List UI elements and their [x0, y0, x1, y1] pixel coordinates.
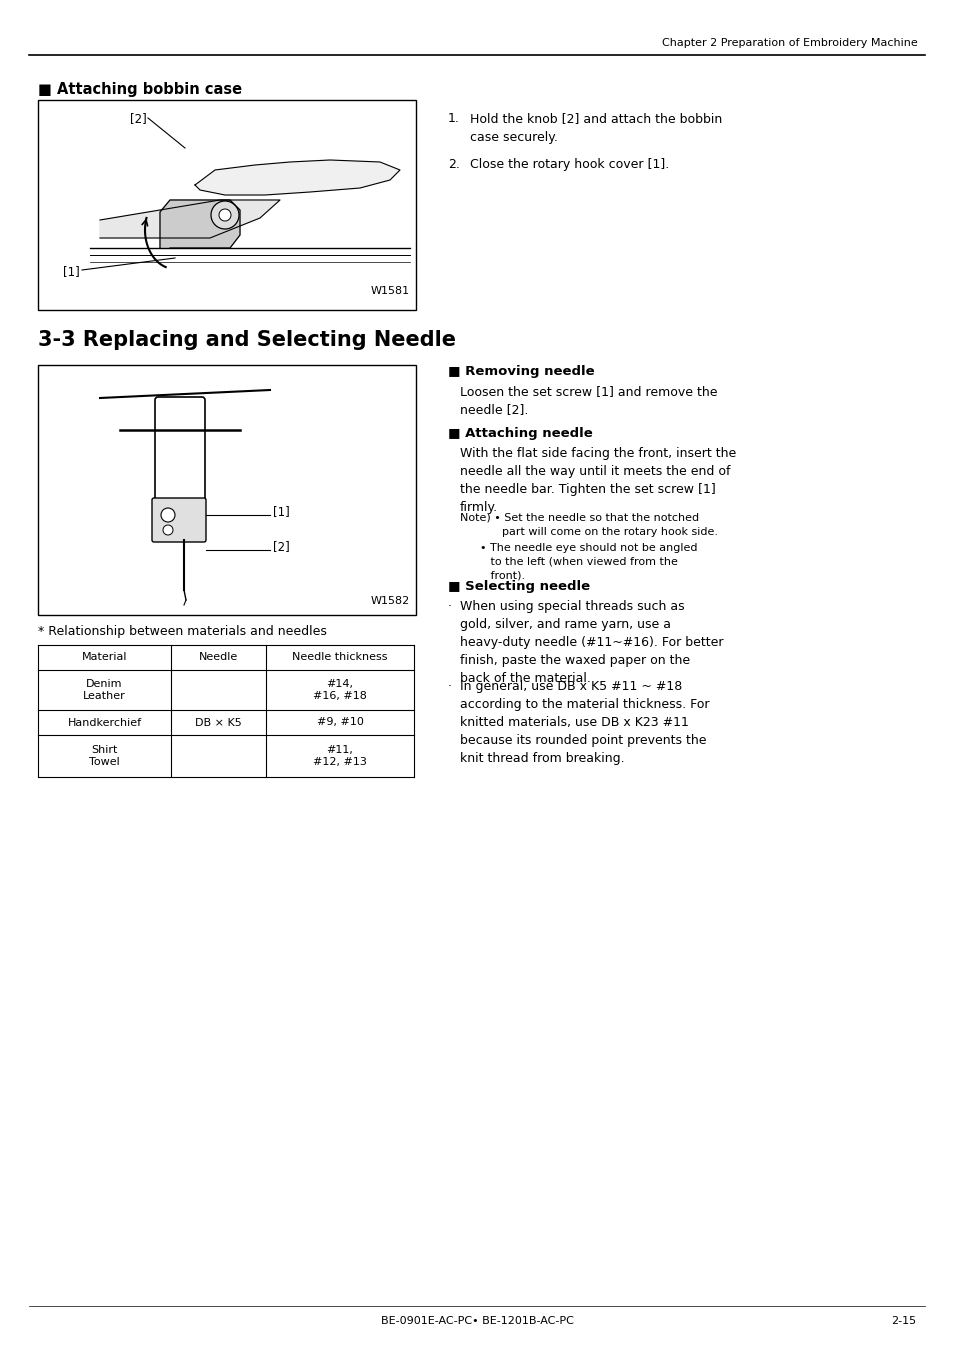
- Text: Needle thickness: Needle thickness: [292, 653, 387, 662]
- Text: ■ Selecting needle: ■ Selecting needle: [448, 580, 590, 593]
- Circle shape: [163, 526, 172, 535]
- Text: Close the rotary hook cover [1].: Close the rotary hook cover [1].: [470, 158, 669, 172]
- Text: 2.: 2.: [448, 158, 459, 172]
- Text: 1.: 1.: [448, 112, 459, 126]
- Text: Shirt
Towel: Shirt Towel: [89, 744, 120, 767]
- Text: * Relationship between materials and needles: * Relationship between materials and nee…: [38, 626, 327, 638]
- Text: ■ Attaching bobbin case: ■ Attaching bobbin case: [38, 82, 242, 97]
- Text: #14,
#16, #18: #14, #16, #18: [313, 678, 367, 701]
- Text: 2-15: 2-15: [890, 1316, 915, 1325]
- Text: Needle: Needle: [198, 653, 238, 662]
- Circle shape: [211, 201, 239, 230]
- Polygon shape: [160, 200, 240, 249]
- Text: ·  When using special threads such as
   gold, silver, and rame yarn, use a
   h: · When using special threads such as gol…: [448, 600, 722, 685]
- Polygon shape: [100, 200, 280, 238]
- Bar: [38, 365, 416, 615]
- Text: ■ Removing needle: ■ Removing needle: [448, 365, 594, 378]
- Text: Chapter 2 Preparation of Embroidery Machine: Chapter 2 Preparation of Embroidery Mach…: [661, 38, 917, 49]
- Text: Loosen the set screw [1] and remove the
needle [2].: Loosen the set screw [1] and remove the …: [459, 385, 717, 416]
- Text: BE-0901E-AC-PC• BE-1201B-AC-PC: BE-0901E-AC-PC• BE-1201B-AC-PC: [380, 1316, 573, 1325]
- Text: W1582: W1582: [371, 596, 410, 607]
- Text: [1]: [1]: [273, 505, 290, 519]
- Text: Denim
Leather: Denim Leather: [83, 678, 126, 701]
- Text: ■ Attaching needle: ■ Attaching needle: [448, 427, 592, 440]
- Text: #9, #10: #9, #10: [316, 717, 363, 727]
- Polygon shape: [194, 159, 399, 195]
- Text: ·  In general, use DB x K5 #11 ~ #18
   according to the material thickness. For: · In general, use DB x K5 #11 ~ #18 acco…: [448, 680, 709, 765]
- Text: Material: Material: [82, 653, 127, 662]
- Text: Handkerchief: Handkerchief: [68, 717, 141, 727]
- Text: [1]: [1]: [63, 265, 80, 278]
- Text: DB × K5: DB × K5: [195, 719, 242, 728]
- Circle shape: [219, 209, 231, 222]
- Text: • The needle eye should not be angled
   to the left (when viewed from the
   fr: • The needle eye should not be angled to…: [479, 543, 697, 581]
- Text: #11,
#12, #13: #11, #12, #13: [313, 744, 367, 767]
- Text: W1581: W1581: [371, 286, 410, 296]
- Text: [2]: [2]: [273, 540, 290, 554]
- Text: 3-3 Replacing and Selecting Needle: 3-3 Replacing and Selecting Needle: [38, 330, 456, 350]
- Text: With the flat side facing the front, insert the
needle all the way until it meet: With the flat side facing the front, ins…: [459, 447, 736, 513]
- FancyBboxPatch shape: [154, 397, 205, 534]
- Bar: [38, 100, 416, 309]
- Text: Note) • Set the needle so that the notched
            part will come on the rot: Note) • Set the needle so that the notch…: [459, 513, 718, 536]
- Text: [2]: [2]: [130, 112, 147, 126]
- Circle shape: [161, 508, 174, 521]
- FancyBboxPatch shape: [152, 499, 206, 542]
- Text: Hold the knob [2] and attach the bobbin
case securely.: Hold the knob [2] and attach the bobbin …: [470, 112, 721, 145]
